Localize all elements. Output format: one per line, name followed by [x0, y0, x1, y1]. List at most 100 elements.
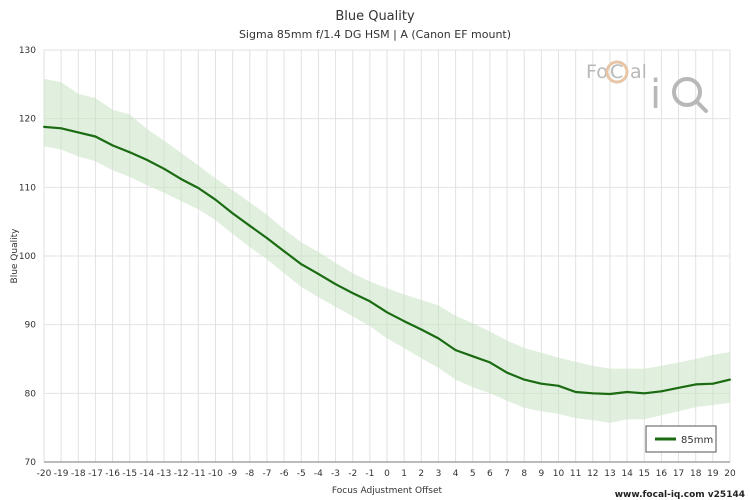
- data-point: [351, 292, 354, 295]
- data-point: [283, 250, 286, 253]
- x-tick-label: 4: [453, 469, 459, 479]
- data-point: [334, 283, 337, 286]
- x-tick-label: 5: [470, 469, 476, 479]
- y-tick-label: 120: [19, 115, 36, 125]
- points-layer: [43, 125, 731, 396]
- confidence-band: [44, 78, 730, 423]
- data-point: [368, 300, 371, 303]
- data-point: [574, 390, 577, 393]
- x-tick-label: -6: [280, 469, 289, 479]
- x-tick-label: 17: [673, 469, 684, 479]
- data-point: [454, 349, 457, 352]
- data-point: [300, 263, 303, 266]
- data-point: [231, 212, 234, 215]
- x-tick-label: 0: [384, 469, 390, 479]
- data-point: [711, 382, 714, 385]
- x-tick-label: 20: [724, 469, 736, 479]
- data-point: [660, 390, 663, 393]
- data-point: [128, 151, 131, 154]
- svg-text:Fo: Fo: [586, 61, 608, 83]
- x-tick-label: 12: [587, 469, 598, 479]
- x-tick-label: 8: [521, 469, 527, 479]
- data-point: [506, 371, 509, 374]
- x-tick-label: 19: [707, 469, 719, 479]
- x-tick-label: -7: [262, 469, 271, 479]
- data-point: [557, 384, 560, 387]
- x-tick-label: 16: [656, 469, 668, 479]
- x-tick-label: -8: [245, 469, 254, 479]
- x-tick-label: 7: [504, 469, 510, 479]
- x-tick-label: 11: [570, 469, 581, 479]
- footer-text: www.focal-iq.com v25144: [615, 490, 745, 500]
- x-tick-label: -19: [54, 469, 69, 479]
- y-tick-labels: 70 80 90 100 110 120 130: [19, 46, 36, 468]
- x-tick-label: 2: [418, 469, 424, 479]
- data-point: [437, 337, 440, 340]
- y-tick-label: 100: [19, 252, 36, 262]
- x-tick-label: -3: [331, 469, 340, 479]
- x-tick-labels: -20 -19 -18 -17 -16 -15 -14 -13 -12 -11 -10 -9 -8 -7-…: [37, 469, 736, 479]
- y-axis-label: Blue Quality: [10, 228, 20, 284]
- focal-iq-logo: Fo C al i: [586, 60, 708, 118]
- data-point: [43, 125, 45, 128]
- data-point: [265, 237, 268, 240]
- data-point: [197, 187, 200, 190]
- x-tick-label: -20: [37, 469, 52, 479]
- legend: 85mm: [645, 425, 717, 453]
- data-point: [145, 158, 148, 161]
- x-tick-label: -13: [157, 469, 172, 479]
- y-tick-label: 90: [25, 321, 37, 331]
- data-point: [111, 144, 114, 147]
- data-point: [608, 393, 611, 396]
- x-tick-label: 18: [690, 469, 702, 479]
- data-point: [694, 383, 697, 386]
- svg-text:al: al: [630, 61, 647, 83]
- data-point: [60, 127, 63, 130]
- x-tick-label: -1: [365, 469, 374, 479]
- confidence-band-area: [44, 78, 730, 423]
- x-tick-label: 6: [487, 469, 493, 479]
- data-point: [403, 320, 406, 323]
- data-point: [591, 392, 594, 395]
- x-tick-label: 14: [621, 469, 633, 479]
- data-point: [626, 390, 629, 393]
- data-point: [729, 378, 731, 381]
- chart-title: Blue Quality: [335, 9, 415, 24]
- data-point: [386, 311, 388, 314]
- y-tick-label: 130: [19, 46, 36, 56]
- x-tick-label: -9: [228, 469, 237, 479]
- data-point: [248, 224, 251, 227]
- data-point: [94, 135, 97, 138]
- x-tick-label: -16: [105, 469, 120, 479]
- data-point: [643, 392, 646, 395]
- data-point: [214, 198, 217, 201]
- data-point: [523, 378, 526, 381]
- data-point: [420, 328, 423, 331]
- x-tick-label: -12: [174, 469, 189, 479]
- x-tick-label: -2: [348, 469, 357, 479]
- x-tick-label: 13: [604, 469, 615, 479]
- x-tick-label: -4: [314, 469, 323, 479]
- data-point: [163, 167, 166, 170]
- x-tick-label: 10: [553, 469, 565, 479]
- y-tick-label: 110: [19, 183, 36, 193]
- x-axis-label: Focus Adjustment Offset: [332, 486, 443, 496]
- x-tick-label: -17: [88, 469, 103, 479]
- svg-text:C: C: [610, 61, 623, 83]
- x-tick-label: -5: [297, 469, 306, 479]
- y-tick-label: 70: [25, 458, 37, 468]
- y-tick-label: 80: [25, 389, 37, 399]
- data-point: [180, 178, 183, 181]
- x-tick-label: -11: [191, 469, 206, 479]
- x-tick-label: 9: [538, 469, 544, 479]
- x-tick-label: 15: [639, 469, 650, 479]
- x-tick-label: -15: [122, 469, 137, 479]
- x-tick-label: -14: [140, 469, 155, 479]
- svg-text:i: i: [650, 72, 661, 118]
- legend-label: 85mm: [681, 435, 713, 446]
- chart-subtitle: Sigma 85mm f/1.4 DG HSM | A (Canon EF mo…: [239, 28, 511, 41]
- data-point: [488, 361, 491, 364]
- x-tick-label: 3: [436, 469, 442, 479]
- x-tick-label: 1: [401, 469, 407, 479]
